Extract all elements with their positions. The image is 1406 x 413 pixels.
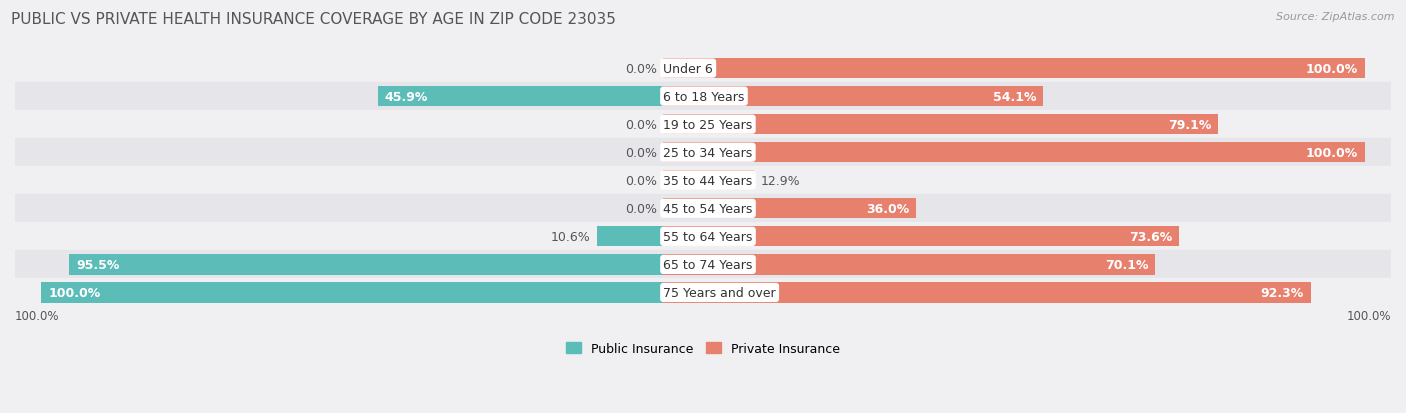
Text: 55 to 64 Years: 55 to 64 Years xyxy=(664,230,752,243)
Text: 19 to 25 Years: 19 to 25 Years xyxy=(664,119,752,131)
Text: 6 to 18 Years: 6 to 18 Years xyxy=(664,90,745,103)
Text: 10.6%: 10.6% xyxy=(551,230,591,243)
Text: PUBLIC VS PRIVATE HEALTH INSURANCE COVERAGE BY AGE IN ZIP CODE 23035: PUBLIC VS PRIVATE HEALTH INSURANCE COVER… xyxy=(11,12,616,27)
Text: 0.0%: 0.0% xyxy=(624,174,657,188)
Text: 100.0%: 100.0% xyxy=(15,309,59,322)
Bar xyxy=(15,139,1391,167)
Text: Source: ZipAtlas.com: Source: ZipAtlas.com xyxy=(1277,12,1395,22)
Text: 36.0%: 36.0% xyxy=(866,202,910,215)
Text: 25 to 34 Years: 25 to 34 Years xyxy=(664,146,752,159)
Bar xyxy=(664,87,1043,107)
Text: 73.6%: 73.6% xyxy=(1129,230,1173,243)
Text: 70.1%: 70.1% xyxy=(1105,258,1149,271)
Text: Under 6: Under 6 xyxy=(664,62,713,76)
Text: 45 to 54 Years: 45 to 54 Years xyxy=(664,202,752,215)
Text: 92.3%: 92.3% xyxy=(1261,286,1303,299)
Text: 65 to 74 Years: 65 to 74 Years xyxy=(664,258,752,271)
Text: 95.5%: 95.5% xyxy=(76,258,120,271)
Text: 75 Years and over: 75 Years and over xyxy=(664,286,776,299)
Text: 100.0%: 100.0% xyxy=(1306,146,1358,159)
Bar xyxy=(664,199,915,219)
Bar xyxy=(15,55,1391,83)
Bar xyxy=(41,282,664,303)
Text: 12.9%: 12.9% xyxy=(761,174,800,188)
Bar xyxy=(15,111,1391,139)
Text: 0.0%: 0.0% xyxy=(624,202,657,215)
Bar xyxy=(598,227,664,247)
Text: 0.0%: 0.0% xyxy=(624,62,657,76)
Bar xyxy=(664,282,1310,303)
Bar xyxy=(15,251,1391,279)
Text: 0.0%: 0.0% xyxy=(624,119,657,131)
Bar xyxy=(664,255,1154,275)
Bar xyxy=(664,227,1180,247)
Text: 45.9%: 45.9% xyxy=(384,90,427,103)
Text: 0.0%: 0.0% xyxy=(624,146,657,159)
Bar xyxy=(15,195,1391,223)
Text: 79.1%: 79.1% xyxy=(1168,119,1212,131)
Bar xyxy=(664,143,1365,163)
Text: 100.0%: 100.0% xyxy=(1306,62,1358,76)
Legend: Public Insurance, Private Insurance: Public Insurance, Private Insurance xyxy=(561,337,845,360)
Text: 100.0%: 100.0% xyxy=(1347,309,1391,322)
Bar xyxy=(15,83,1391,111)
Bar xyxy=(15,167,1391,195)
Text: 54.1%: 54.1% xyxy=(993,90,1036,103)
Bar xyxy=(69,255,664,275)
Bar xyxy=(15,223,1391,251)
Text: 100.0%: 100.0% xyxy=(48,286,100,299)
Text: 35 to 44 Years: 35 to 44 Years xyxy=(664,174,752,188)
Bar xyxy=(378,87,664,107)
Bar xyxy=(664,59,1365,79)
Bar xyxy=(664,115,1218,135)
Bar xyxy=(15,279,1391,307)
Bar xyxy=(664,171,754,191)
